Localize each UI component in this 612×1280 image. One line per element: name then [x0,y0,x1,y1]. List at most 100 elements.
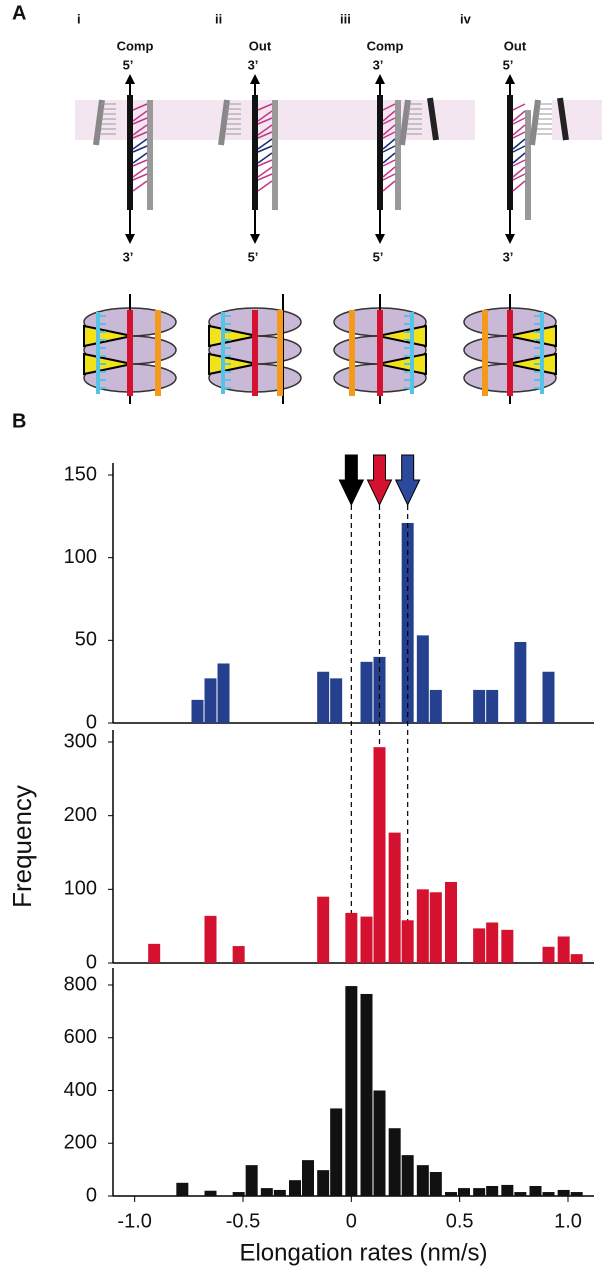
arrow-head [250,234,260,244]
cyan-strand [96,312,100,394]
y-tick-label: 600 [64,1026,97,1048]
base-pair [257,166,273,178]
bar [416,889,429,963]
x-tick-label: -1.0 [117,1210,151,1232]
cyan-strand [540,312,544,394]
y-tick-label: 400 [64,1079,97,1101]
bar [317,896,330,963]
base-pair [512,117,526,125]
bar [317,671,330,723]
bar [204,678,217,723]
end-label: 3’ [123,249,134,264]
bar [473,689,486,723]
bar [330,1108,343,1196]
bar [542,671,555,723]
base-pair [512,138,526,150]
orange-strand [155,310,161,396]
bar [388,1128,401,1196]
base-pair [512,131,526,139]
red-strand [252,310,258,396]
partner-strand [525,110,531,220]
base-pair [382,159,396,167]
y-tick-label: 200 [64,1132,97,1154]
bar [514,641,527,723]
end-label: 3’ [248,57,259,72]
bar [373,747,386,963]
bar [388,832,401,963]
marker-arrow [338,454,365,507]
bar [330,678,343,723]
bar [429,892,442,963]
bar [416,1165,429,1196]
bar [501,929,514,963]
arrow-head [505,234,515,244]
base-pair [512,166,526,178]
bar [445,881,457,963]
bar [486,689,499,723]
mode-label: Out [504,38,527,53]
bar [570,954,583,963]
base-pair [382,166,396,178]
orange-strand [482,310,488,396]
base-pair [257,103,273,111]
red-strand [127,310,133,396]
red-strand [507,310,513,396]
column-numeral: iii [340,11,351,26]
arrow-head [375,74,385,84]
bar [360,661,373,723]
column-numeral: i [77,11,81,26]
bar [302,1160,314,1196]
base-pair [512,103,526,111]
template-strand [252,95,258,210]
template-strand [127,95,133,210]
x-axis-label: Elongation rates (nm/s) [239,1239,487,1266]
x-tick-label: -0.5 [226,1210,260,1232]
bar [429,689,442,723]
base-pair [257,180,273,192]
bar [360,993,373,1196]
base-pair [382,152,396,164]
mode-label: Comp [367,38,404,53]
base-pair [257,152,273,164]
bar [514,1192,527,1196]
bar [273,1189,286,1196]
y-tick-label: 200 [64,804,97,826]
base-pair [132,117,148,125]
bar [542,946,555,963]
base-pair [382,110,396,122]
base-pair [132,138,148,150]
end-label: 5’ [123,57,134,72]
bar [148,943,161,963]
y-tick-label: 100 [64,546,97,568]
bar [486,922,499,963]
panel-label: A [12,2,26,24]
orange-strand [277,310,283,396]
base-pair [132,124,148,136]
x-tick-label: 1.0 [554,1210,582,1232]
end-label: 3’ [503,249,514,264]
base-pair [132,173,148,181]
bar [373,1090,386,1196]
end-label: 3’ [373,57,384,72]
base-pair [512,159,526,167]
column-numeral: ii [215,11,222,26]
base-pair [257,159,273,167]
base-pair [132,159,148,167]
base-pair [512,124,526,136]
arrow-head [125,234,135,244]
base-pair [512,152,526,164]
free-strand [427,97,439,141]
base-pair [132,103,148,111]
x-tick-label: 0 [346,1210,357,1232]
bar [345,986,358,1196]
template-strand [507,95,513,210]
y-tick-label: 100 [64,878,97,900]
bar [416,635,429,723]
orange-strand [349,310,355,396]
bar [360,916,373,963]
template-strand [377,95,383,210]
bar [542,1192,555,1196]
free-strand [529,99,541,146]
y-tick-label: 0 [86,711,97,733]
